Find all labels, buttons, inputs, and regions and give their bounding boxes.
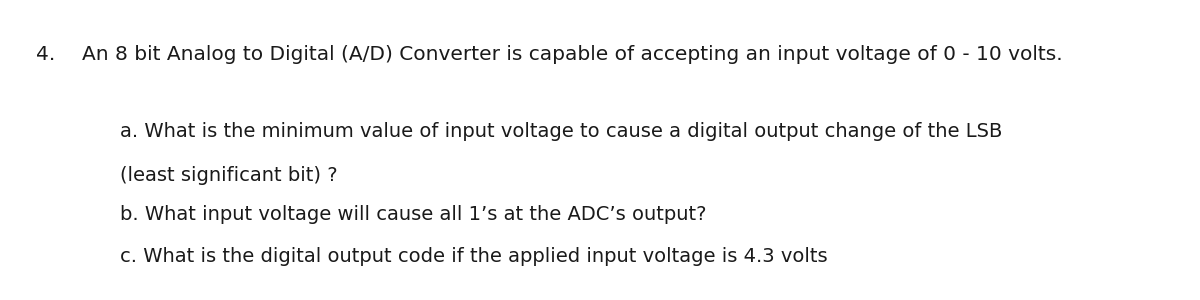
Text: a. What is the minimum value of input voltage to cause a digital output change o: a. What is the minimum value of input vo… xyxy=(120,122,1002,142)
Text: (least significant bit) ?: (least significant bit) ? xyxy=(120,166,337,185)
Text: b. What input voltage will cause all 1’s at the ADC’s output?: b. What input voltage will cause all 1’s… xyxy=(120,205,707,224)
Text: 4.: 4. xyxy=(36,44,55,64)
Text: An 8 bit Analog to Digital (A/D) Converter is capable of accepting an input volt: An 8 bit Analog to Digital (A/D) Convert… xyxy=(82,44,1062,64)
Text: c. What is the digital output code if the applied input voltage is 4.3 volts: c. What is the digital output code if th… xyxy=(120,247,828,266)
